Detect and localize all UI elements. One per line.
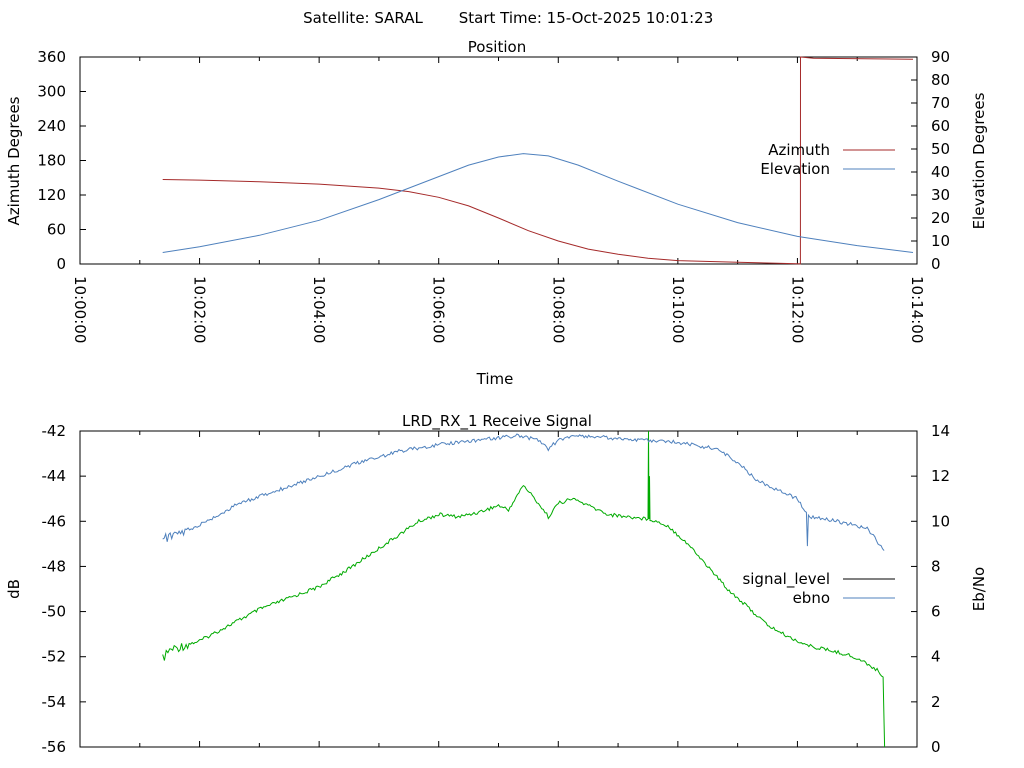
y2-tick-label: 20: [931, 209, 950, 227]
x-tick-label: 10:10:00: [669, 276, 687, 343]
y-tick-label: 0: [56, 255, 66, 273]
y-tick-label: -56: [42, 738, 67, 756]
y2-tick-label: 6: [931, 603, 941, 621]
y-tick-label: -42: [42, 422, 67, 440]
y-tick-label: -54: [42, 693, 67, 711]
satellite-label: Satellite: SARAL: [303, 9, 423, 27]
y2-tick-label: 90: [931, 48, 950, 66]
y2-tick-label: 12: [931, 467, 950, 485]
y-tick-label: 240: [37, 117, 66, 135]
y2-tick-label: 0: [931, 255, 941, 273]
start-time-label: Start Time: 15-Oct-2025 10:01:23: [459, 9, 714, 27]
y2-tick-label: 8: [931, 557, 941, 575]
signal-plot-frame: [79, 430, 918, 748]
y-tick-label: -46: [42, 512, 67, 530]
azimuth-axis-label: Azimuth Degrees: [5, 96, 23, 225]
y-tick-label: -50: [42, 603, 67, 621]
signal-series: [162, 430, 886, 748]
position-chart: Position Azimuth Degrees Elevation Degre…: [5, 38, 988, 388]
position-axes: 10:00:00 10:02:00 10:04:00 10:06:00 10:08:00…: [37, 48, 950, 343]
signal-axes: -56 -54 -52 -50 -48 -46 -44 -42 0 2 4 6 8 10 12 14: [42, 422, 951, 756]
y-tick-label: 120: [37, 186, 66, 204]
y2-tick-label: 70: [931, 94, 950, 112]
time-axis-label: Time: [476, 370, 514, 388]
legend-label: Azimuth: [768, 141, 830, 159]
signal-chart-title: LRD_RX_1 Receive Signal: [402, 412, 592, 431]
y-tick-label: -44: [42, 467, 67, 485]
legend-label: signal_level: [742, 570, 830, 589]
db-axis-label: dB: [5, 579, 23, 599]
position-chart-title: Position: [468, 38, 526, 56]
y-tick-label: 180: [37, 152, 66, 170]
y2-tick-label: 40: [931, 163, 950, 181]
x-tick-label: 10:00:00: [71, 276, 89, 343]
x-tick-label: 10:12:00: [788, 276, 806, 343]
series-line-signal_level: [162, 430, 886, 748]
ebno-axis-label: Eb/No: [970, 567, 988, 611]
elevation-axis-label: Elevation Degrees: [970, 92, 988, 229]
y-tick-label: 300: [37, 83, 66, 101]
y-tick-label: 60: [47, 221, 66, 239]
x-tick-label: 10:14:00: [908, 276, 926, 343]
y-tick-label: 360: [37, 48, 66, 66]
x-tick-label: 10:08:00: [549, 276, 567, 343]
y2-tick-label: 50: [931, 140, 950, 158]
series-line-ebno: [162, 433, 885, 551]
signal-chart: LRD_RX_1 Receive Signal dB Eb/No -56-54-…: [5, 412, 988, 756]
x-tick-label: 10:02:00: [191, 276, 209, 343]
y2-tick-label: 2: [931, 693, 941, 711]
y2-tick-label: 0: [931, 738, 941, 756]
y2-tick-label: 30: [931, 186, 950, 204]
position-series: [162, 56, 914, 265]
y2-tick-label: 14: [931, 422, 950, 440]
y2-tick-label: 10: [931, 232, 950, 250]
y2-tick-label: 10: [931, 512, 950, 530]
y2-tick-label: 80: [931, 71, 950, 89]
y2-tick-label: 4: [931, 648, 941, 666]
x-tick-label: 10:04:00: [310, 276, 328, 343]
legend-label: Elevation: [760, 160, 830, 178]
x-tick-label: 10:06:00: [430, 276, 448, 343]
y2-tick-label: 60: [931, 117, 950, 135]
y-tick-label: -52: [42, 648, 67, 666]
legend-label: ebno: [793, 589, 830, 607]
series-line-Azimuth: [162, 56, 914, 265]
series-line-Elevation: [162, 153, 914, 253]
y-tick-label: -48: [42, 557, 67, 575]
